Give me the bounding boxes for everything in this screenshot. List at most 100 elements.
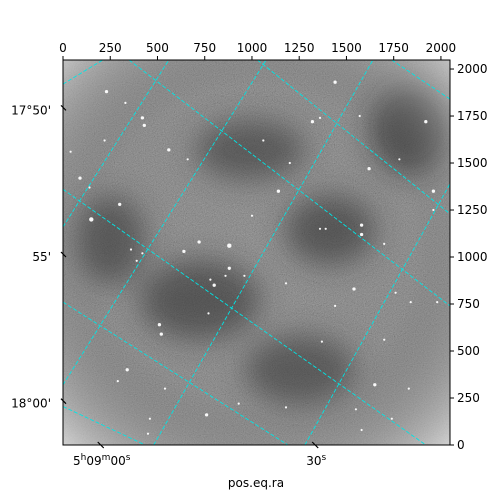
star [142,123,146,128]
star [318,227,322,230]
star [310,120,315,124]
star [116,380,119,383]
left-tick-label: 55' [32,250,51,264]
grid-line [128,60,450,307]
left-tick-label: 17°50' [11,103,51,117]
image-vignette [63,60,450,445]
star [182,249,186,254]
top-pixel-axis: 0 250 500 750 1000 1250 1500 1750 2000 [59,41,456,60]
star [352,287,356,291]
top-tick-label: 1500 [331,41,362,55]
star [104,89,109,94]
star [237,402,240,405]
star [383,242,386,245]
star [288,161,291,165]
star [103,139,106,142]
star [250,214,254,217]
grid-line [63,406,146,445]
star [359,223,364,227]
top-tick-label: 1250 [284,41,315,55]
star [78,176,82,180]
star [262,139,265,142]
grid-line [153,60,374,445]
star-field [69,80,439,435]
star [373,383,377,387]
star [324,227,327,230]
star [135,259,138,262]
star [354,408,357,411]
grid-line [63,60,103,85]
grid-line [63,60,170,228]
star [276,189,281,193]
star [118,202,122,207]
top-tick-label: 1000 [237,41,268,55]
grid-line [257,60,450,215]
star [157,323,162,327]
star [360,428,363,432]
star [163,387,167,390]
bottom-tick [311,441,319,449]
right-tick-label: 1250 [457,203,488,217]
star [159,332,163,336]
grid-line [304,183,450,445]
star [243,274,246,277]
star [409,301,412,304]
star [358,114,361,118]
bottom-tick-label: 5h09m00s [73,453,131,468]
star [167,148,171,152]
left-tick [60,104,67,111]
star [209,278,212,281]
star [204,413,209,417]
star [383,338,386,341]
star [333,80,337,84]
star [212,283,216,287]
right-tick-label: 0 [457,438,465,452]
top-tick-label: 2000 [426,41,457,55]
star [88,186,91,189]
star [124,101,127,104]
star [436,301,439,304]
right-tick-label: 2000 [457,62,488,76]
grid-line [63,188,427,445]
right-pixel-axis: 0 250 500 750 1000 1250 1500 1750 2000 [450,62,488,452]
grid-line [63,301,289,445]
right-tick-label: 1500 [457,156,488,170]
star [284,282,288,285]
star [320,340,323,343]
left-tick [60,251,67,258]
star [394,291,397,294]
right-tick-label: 750 [457,297,480,311]
star [207,312,210,315]
right-tick-label: 1000 [457,250,488,264]
top-tick-label: 1750 [378,41,409,55]
top-tick-label: 0 [59,41,67,55]
star [125,368,129,372]
star [146,432,150,435]
star [140,116,145,120]
star [431,189,436,193]
coordinate-grid [63,60,450,445]
image-panel [63,60,450,445]
star [186,158,189,161]
star [227,266,231,270]
image-frame [62,59,451,446]
star [224,274,227,277]
top-tick-label: 250 [99,41,122,55]
right-tick-label: 1750 [457,109,488,123]
star [197,240,201,244]
star [284,406,288,409]
star [398,158,401,161]
bottom-tick [97,441,105,449]
left-tick-label: 18°00' [11,397,51,411]
star [407,387,410,390]
top-tick-label: 500 [146,41,169,55]
star [359,232,364,237]
x-axis-title: pos.eq.ra [228,476,284,490]
bottom-ra-axis: 5h09m00s 30s [73,441,327,468]
grid-line [63,60,267,386]
star [367,167,371,171]
star [334,304,337,307]
right-tick-label: 500 [457,344,480,358]
star [69,150,72,153]
